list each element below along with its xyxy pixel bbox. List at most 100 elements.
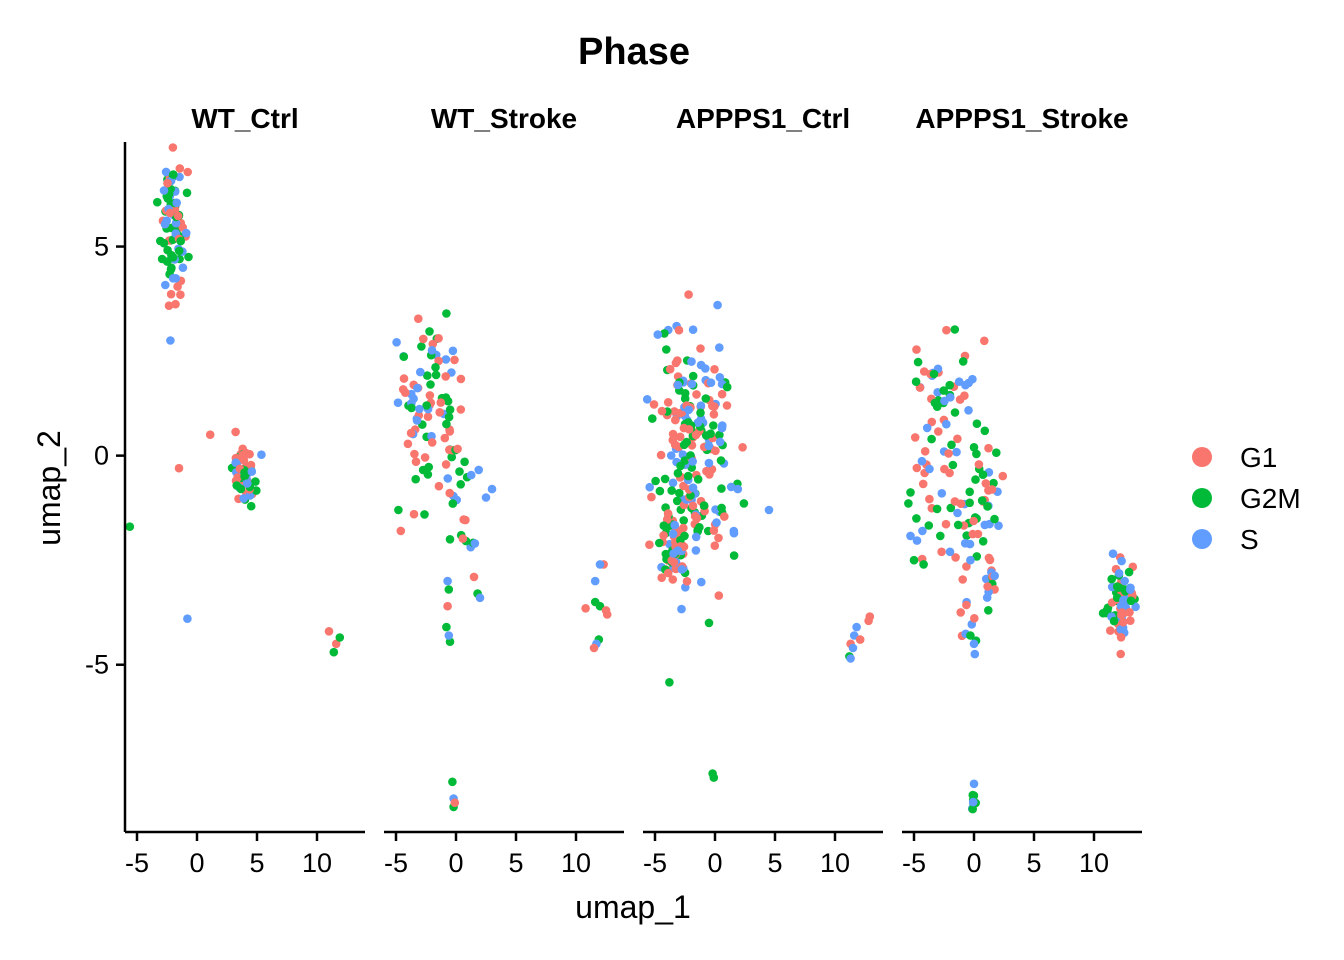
- point-G1: [709, 410, 719, 419]
- point-G2M: [444, 585, 454, 594]
- point-G1: [425, 391, 435, 400]
- point-G1: [671, 358, 681, 368]
- point-G1: [399, 374, 409, 383]
- point-G1: [679, 542, 689, 551]
- legend-swatch: [1192, 447, 1212, 467]
- point-S: [715, 373, 725, 382]
- point-G2M: [709, 421, 718, 430]
- point-G2M: [455, 467, 464, 476]
- point-S: [239, 494, 248, 503]
- point-G2M: [417, 342, 426, 351]
- point-G1: [674, 325, 684, 335]
- point-G2M: [676, 461, 685, 471]
- point-S: [925, 464, 934, 474]
- point-G2M: [445, 535, 455, 544]
- point-G2M: [240, 472, 249, 481]
- point-S: [852, 622, 861, 632]
- point-G2M: [431, 370, 441, 380]
- point-G1: [910, 433, 920, 442]
- point-G2M: [909, 555, 919, 565]
- point-G1: [657, 573, 666, 582]
- point-S: [443, 474, 453, 483]
- point-S: [688, 457, 697, 466]
- point-S: [942, 419, 951, 429]
- point-G1: [434, 356, 443, 366]
- point-G2M: [693, 475, 703, 484]
- point-S: [990, 571, 999, 581]
- point-S: [413, 383, 422, 393]
- point-G2M: [329, 647, 339, 657]
- x-tick-label: 10: [561, 848, 591, 878]
- point-S: [970, 649, 980, 659]
- x-tick-label: -5: [643, 848, 667, 878]
- facet-label: WT_Stroke: [431, 103, 577, 134]
- point-S: [392, 338, 401, 347]
- point-S: [444, 631, 454, 640]
- facet-label: WT_Ctrl: [191, 103, 298, 134]
- point-G1: [450, 798, 460, 807]
- point-G1: [1116, 633, 1126, 642]
- point-S: [968, 797, 978, 807]
- point-G1: [589, 643, 599, 653]
- point-G1: [696, 344, 705, 353]
- point-G2M: [709, 773, 719, 782]
- point-S: [161, 280, 170, 290]
- y-axis: 5 0 -5: [85, 142, 127, 832]
- point-G2M: [595, 601, 605, 611]
- point-G2M: [906, 488, 915, 497]
- point-G1: [173, 211, 183, 221]
- y-tick-label: 5: [94, 232, 109, 262]
- point-G1: [231, 427, 240, 437]
- point-G1: [414, 314, 423, 324]
- point-G1: [469, 572, 479, 582]
- point-S: [475, 593, 485, 603]
- point-G1: [183, 167, 192, 177]
- point-S: [466, 470, 476, 480]
- point-S: [416, 367, 425, 377]
- point-G2M: [950, 325, 960, 334]
- point-S: [718, 421, 727, 430]
- point-G2M: [456, 480, 466, 489]
- point-G2M: [460, 457, 469, 467]
- point-S: [590, 576, 600, 586]
- point-S: [443, 576, 452, 586]
- point-G1: [684, 425, 694, 434]
- point-S: [945, 547, 955, 557]
- point-G1: [581, 604, 590, 613]
- point-G1: [205, 430, 215, 440]
- point-G1: [645, 540, 654, 549]
- point-S: [183, 614, 192, 623]
- point-G1: [671, 415, 680, 425]
- point-G2M: [972, 449, 981, 459]
- point-G2M: [448, 499, 458, 508]
- point-G1: [855, 635, 865, 644]
- point-G2M: [174, 246, 184, 256]
- point-G1: [423, 412, 433, 422]
- point-G1: [941, 519, 951, 529]
- point-S: [642, 395, 652, 404]
- point-G1: [436, 398, 446, 407]
- point-G1: [710, 541, 720, 550]
- facet-WT_Stroke: WT_Stroke -5 0 5 10: [384, 103, 624, 878]
- point-G1: [668, 575, 678, 584]
- point-G2M: [992, 448, 1001, 458]
- point-S: [954, 377, 964, 387]
- point-G2M: [927, 434, 936, 444]
- point-S: [966, 555, 975, 565]
- scatter-points: [392, 309, 612, 812]
- point-G1: [1118, 617, 1128, 627]
- point-S: [427, 346, 437, 355]
- point-G2M: [945, 380, 954, 390]
- point-S: [687, 379, 697, 389]
- point-S: [668, 529, 678, 539]
- point-G2M: [682, 437, 691, 447]
- x-tick-label: 0: [448, 848, 463, 878]
- point-G2M: [919, 560, 928, 569]
- point-S: [231, 458, 240, 468]
- point-S: [704, 458, 714, 468]
- x-tick-label: 5: [1026, 848, 1041, 878]
- point-G2M: [425, 327, 434, 336]
- point-G2M: [912, 514, 921, 523]
- point-G2M: [1124, 567, 1134, 577]
